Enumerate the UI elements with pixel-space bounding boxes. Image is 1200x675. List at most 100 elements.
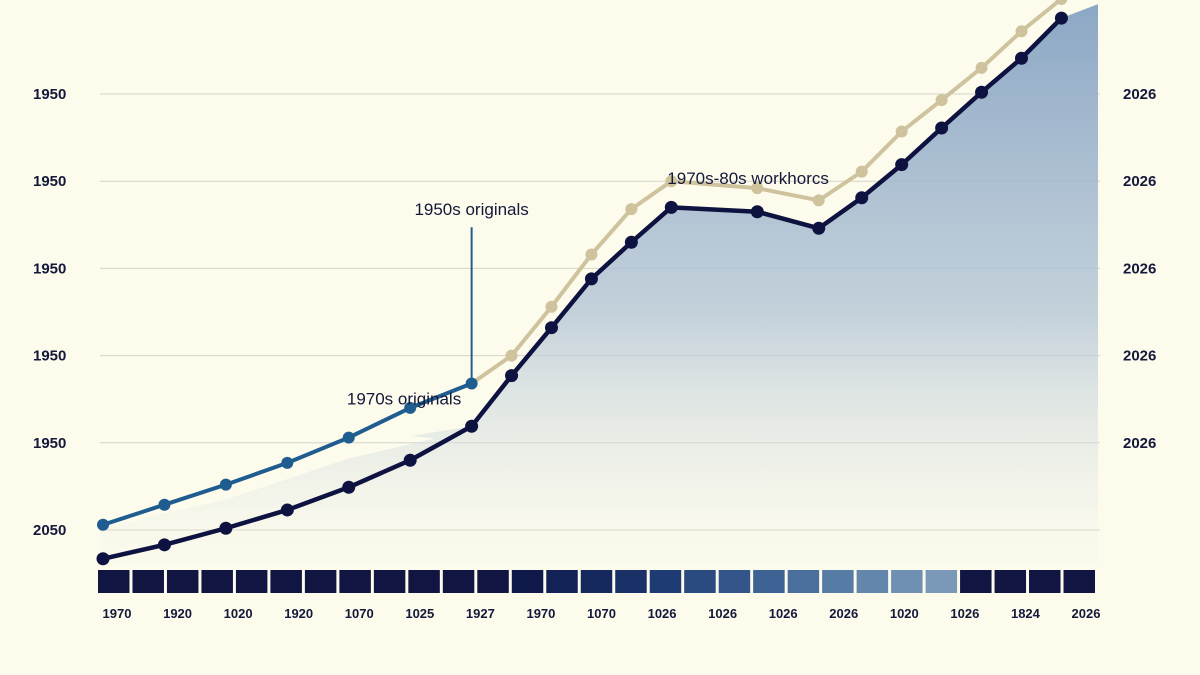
data-point-navy	[403, 453, 417, 467]
data-point-navy	[342, 480, 356, 494]
data-point-navy	[157, 538, 171, 552]
heat-strip-cell	[304, 570, 337, 593]
data-point-navy	[750, 205, 764, 219]
heat-strip-cell	[891, 570, 923, 593]
data-point-tan	[545, 300, 558, 313]
data-point-blue	[97, 518, 109, 531]
x-tick: 1020	[224, 606, 253, 621]
x-tick: 1970	[103, 606, 132, 621]
heat-strip-cell	[1063, 570, 1095, 593]
heat-strip-cell	[201, 570, 233, 593]
y-tick-left: 1950	[33, 260, 66, 277]
series-line-navy	[100, 15, 1064, 562]
annotations: 1950s originals 1970s originals 1970s-80s …	[347, 169, 829, 409]
data-point-tan	[855, 165, 868, 178]
data-point-blue	[281, 456, 294, 469]
heat-strip-cell	[718, 570, 751, 593]
heat-strip-cell	[580, 570, 613, 593]
data-point-navy	[505, 369, 519, 383]
heat-strip-cell	[132, 570, 164, 593]
data-point-navy	[812, 221, 826, 235]
x-tick: 1824	[1011, 606, 1041, 621]
heat-strip-cell	[822, 570, 854, 593]
data-point-blue	[342, 431, 355, 444]
y-tick-left: 1950	[33, 348, 66, 365]
area-fill	[100, 4, 1098, 567]
data-point-blue	[219, 478, 232, 491]
heat-strip-cell	[442, 570, 475, 593]
y-tick-right: 2026	[1123, 173, 1156, 190]
data-point-tan	[895, 125, 908, 138]
heat-strip-cell	[98, 570, 130, 593]
x-tick: 1025	[405, 606, 434, 621]
data-point-navy	[465, 419, 479, 433]
heat-strip-cell	[477, 570, 509, 593]
y-tick-left: 1950	[33, 173, 66, 190]
heat-strip-cell	[511, 570, 544, 593]
x-tick: 1927	[466, 606, 495, 621]
data-point-tan	[975, 61, 988, 74]
x-tick: 1970	[526, 606, 555, 621]
data-point-tan	[751, 182, 764, 195]
data-point-navy	[1054, 11, 1068, 25]
annotation-label: 1970s-80s workhorcs	[667, 169, 829, 188]
y-tick-right: 2026	[1123, 348, 1156, 365]
heat-strip-cell	[408, 570, 440, 593]
data-point-navy	[975, 85, 989, 99]
annotation-label: 1970s originals	[347, 389, 461, 408]
axis-ticks: 1950 1950 1950 1950 1950 2050 2026 2026 2026 2026…	[33, 86, 1156, 621]
heat-strip-cell	[925, 570, 958, 593]
heat-strip-cell	[546, 570, 578, 593]
data-point-navy	[280, 503, 294, 517]
heat-strip-cell	[373, 570, 406, 593]
heat-strip-cell	[166, 570, 199, 593]
x-tick: 1070	[345, 606, 374, 621]
data-point-tan	[505, 349, 518, 362]
y-tick-right: 2026	[1123, 86, 1156, 103]
x-tick: 1020	[890, 606, 919, 621]
x-tick: 1920	[163, 606, 192, 621]
data-point-blue	[158, 498, 171, 511]
data-point-navy	[895, 158, 909, 172]
data-point-tan	[935, 94, 948, 107]
x-tick: 1026	[950, 606, 979, 621]
y-tick-left: 2050	[33, 522, 66, 539]
heat-strip-cell	[339, 570, 371, 593]
area-under-curve	[100, 4, 1098, 567]
x-tick: 1026	[648, 606, 677, 621]
x-tick: 2026	[829, 606, 858, 621]
data-point-tan	[665, 175, 678, 188]
heat-strip-cell	[235, 570, 268, 593]
heat-strip-cell	[649, 570, 682, 593]
heat-strip-cell	[787, 570, 820, 593]
heat-strip-cell	[684, 570, 716, 593]
annotation-label: 1950s originals	[414, 200, 528, 219]
data-point-tan	[585, 248, 598, 261]
x-tick: 1070	[587, 606, 616, 621]
data-point-navy	[584, 272, 598, 286]
data-point-navy	[96, 552, 110, 566]
y-tick-right: 2026	[1123, 435, 1156, 452]
x-tick: 1026	[769, 606, 798, 621]
y-tick-left: 1950	[33, 435, 66, 452]
x-tick: 1920	[284, 606, 313, 621]
data-point-navy	[1014, 51, 1028, 65]
heat-strip-cell	[856, 570, 889, 593]
data-point-navy	[664, 200, 678, 214]
heat-strip-cell	[753, 570, 785, 593]
heat-strip	[98, 570, 1095, 593]
y-tick-right: 2026	[1123, 260, 1156, 277]
x-tick: 1026	[708, 606, 737, 621]
y-tick-left: 1950	[33, 86, 66, 103]
data-point-tan	[625, 203, 638, 216]
data-point-tan	[812, 194, 825, 207]
data-point-navy	[855, 191, 869, 205]
heat-strip-cell	[270, 570, 302, 593]
data-point-blue	[465, 377, 478, 390]
data-point-navy	[935, 121, 949, 135]
heat-strip-cell	[994, 570, 1027, 593]
heat-strip-cell	[1029, 570, 1061, 593]
data-point-blue	[404, 401, 417, 414]
